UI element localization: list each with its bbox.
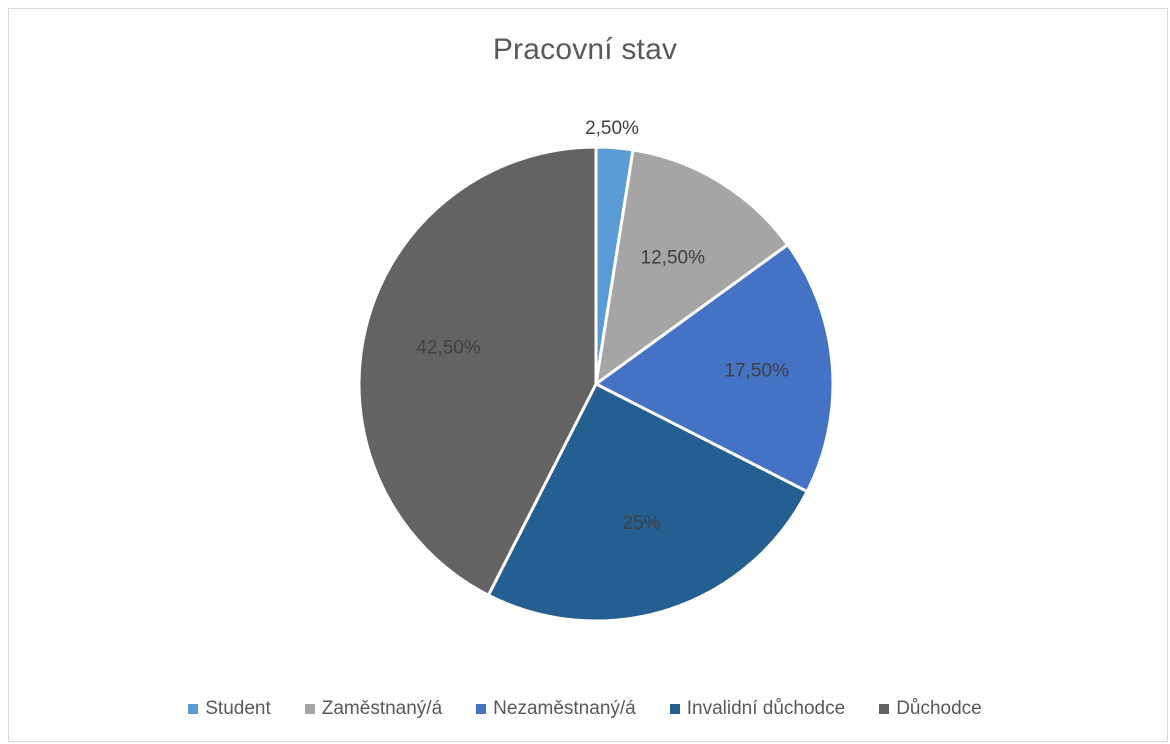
- data-label-2: 12,50%: [641, 248, 706, 269]
- data-label-5: 42,50%: [416, 338, 481, 359]
- legend-item-4: Invalidní důchodce: [669, 698, 846, 720]
- legend-swatch: [476, 704, 487, 714]
- data-label-4: 25%: [622, 513, 660, 534]
- legend-swatch: [188, 704, 199, 714]
- legend-label: Zaměstnaný/á: [321, 698, 443, 719]
- legend-item-2: Zaměstnaný/á: [304, 698, 443, 720]
- legend-swatch: [669, 704, 680, 714]
- chart-title: Pracovní stav: [492, 33, 678, 66]
- legend-item-1: Student: [188, 698, 271, 720]
- pie-slice-5: [357, 145, 598, 597]
- legend-swatch: [879, 704, 890, 714]
- legend-label: Nezaměstnaný/á: [493, 698, 636, 719]
- pie-slice-2: [594, 148, 790, 386]
- legend-swatch: [304, 704, 315, 714]
- legend-label: Invalidní důchodce: [686, 698, 846, 719]
- data-label-1: 2,50%: [585, 118, 639, 139]
- legend-item-5: Důchodce: [879, 698, 982, 720]
- legend: Student Zaměstnaný/á Nezaměstnaný/á Invalid…: [0, 698, 1170, 720]
- legend-label: Důchodce: [896, 698, 982, 719]
- legend-label: Student: [205, 698, 271, 719]
- legend-item-3: Nezaměstnaný/á: [476, 698, 636, 720]
- data-label-3: 17,50%: [724, 360, 789, 381]
- pie-slice-4: [486, 382, 809, 623]
- pie-slice-3: [594, 243, 835, 494]
